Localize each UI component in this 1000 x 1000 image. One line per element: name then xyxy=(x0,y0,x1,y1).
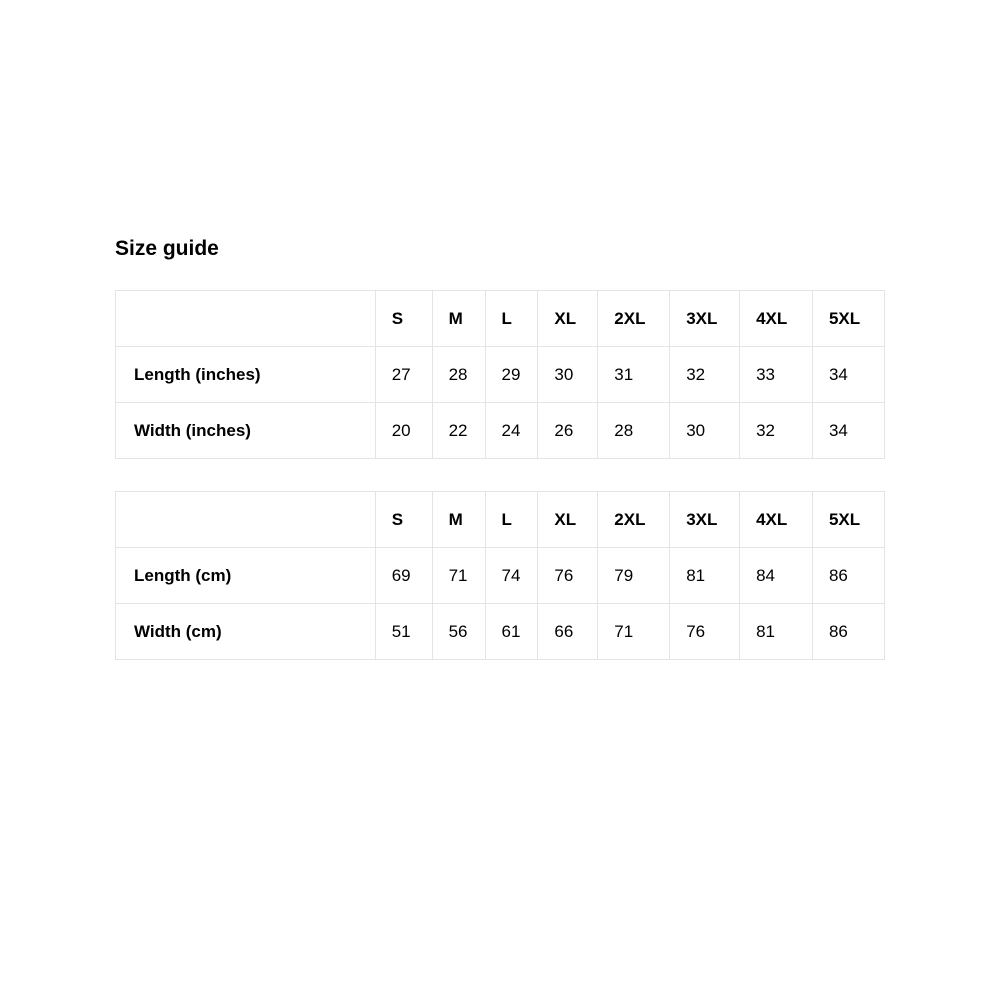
size-value-cell: 61 xyxy=(484,603,539,660)
header-row: S M L XL 2XL 3XL 4XL 5XL xyxy=(115,491,886,548)
size-column-header: 3XL xyxy=(669,491,741,548)
size-column-header: M xyxy=(431,290,486,347)
table-row: Width (inches) 20 22 24 26 28 30 32 34 xyxy=(115,402,886,459)
size-value-cell: 34 xyxy=(811,402,886,459)
size-value-cell: 29 xyxy=(484,346,539,403)
size-value-cell: 76 xyxy=(537,547,599,604)
size-value-cell: 34 xyxy=(811,346,886,403)
table-row: Width (cm) 51 56 61 66 71 76 81 86 xyxy=(115,603,886,660)
corner-cell xyxy=(115,491,376,548)
size-column-header: 4XL xyxy=(739,290,813,347)
size-value-cell: 51 xyxy=(374,603,433,660)
table-row: Length (inches) 27 28 29 30 31 32 33 34 xyxy=(115,346,886,403)
size-value-cell: 69 xyxy=(374,547,433,604)
size-column-header: S xyxy=(374,290,433,347)
size-column-header: XL xyxy=(537,290,599,347)
size-column-header: 4XL xyxy=(739,491,813,548)
header-row: S M L XL 2XL 3XL 4XL 5XL xyxy=(115,290,886,347)
size-value-cell: 32 xyxy=(739,402,813,459)
size-value-cell: 56 xyxy=(431,603,486,660)
row-label: Length (inches) xyxy=(115,346,376,403)
size-column-header: L xyxy=(484,290,539,347)
size-column-header: 2XL xyxy=(597,491,671,548)
size-value-cell: 26 xyxy=(537,402,599,459)
size-value-cell: 71 xyxy=(431,547,486,604)
size-table-cm: S M L XL 2XL 3XL 4XL 5XL Length (cm) 69 71 74 76 79 8… xyxy=(115,491,886,660)
size-value-cell: 22 xyxy=(431,402,486,459)
size-value-cell: 27 xyxy=(374,346,433,403)
size-value-cell: 86 xyxy=(811,547,886,604)
size-value-cell: 30 xyxy=(669,402,741,459)
size-value-cell: 20 xyxy=(374,402,433,459)
size-column-header: 2XL xyxy=(597,290,671,347)
size-column-header: 3XL xyxy=(669,290,741,347)
size-column-header: 5XL xyxy=(811,491,886,548)
size-value-cell: 33 xyxy=(739,346,813,403)
size-column-header: L xyxy=(484,491,539,548)
size-value-cell: 66 xyxy=(537,603,599,660)
size-value-cell: 24 xyxy=(484,402,539,459)
size-value-cell: 76 xyxy=(669,603,741,660)
table-row: Length (cm) 69 71 74 76 79 81 84 86 xyxy=(115,547,886,604)
size-value-cell: 84 xyxy=(739,547,813,604)
size-value-cell: 32 xyxy=(669,346,741,403)
size-value-cell: 74 xyxy=(484,547,539,604)
row-label: Length (cm) xyxy=(115,547,376,604)
size-column-header: S xyxy=(374,491,433,548)
size-value-cell: 30 xyxy=(537,346,599,403)
size-value-cell: 31 xyxy=(597,346,671,403)
size-value-cell: 79 xyxy=(597,547,671,604)
size-column-header: XL xyxy=(537,491,599,548)
size-column-header: M xyxy=(431,491,486,548)
size-value-cell: 86 xyxy=(811,603,886,660)
size-value-cell: 81 xyxy=(739,603,813,660)
page-title: Size guide xyxy=(115,237,219,260)
size-value-cell: 81 xyxy=(669,547,741,604)
size-table-inches: S M L XL 2XL 3XL 4XL 5XL Length (inches) 27 28 29 3… xyxy=(115,290,886,459)
row-label: Width (cm) xyxy=(115,603,376,660)
size-column-header: 5XL xyxy=(811,290,886,347)
size-guide-section: Size guide S M L XL 2XL 3XL 4XL 5XL Length (inc… xyxy=(115,237,886,660)
corner-cell xyxy=(115,290,376,347)
size-value-cell: 71 xyxy=(597,603,671,660)
row-label: Width (inches) xyxy=(115,402,376,459)
size-value-cell: 28 xyxy=(597,402,671,459)
size-value-cell: 28 xyxy=(431,346,486,403)
